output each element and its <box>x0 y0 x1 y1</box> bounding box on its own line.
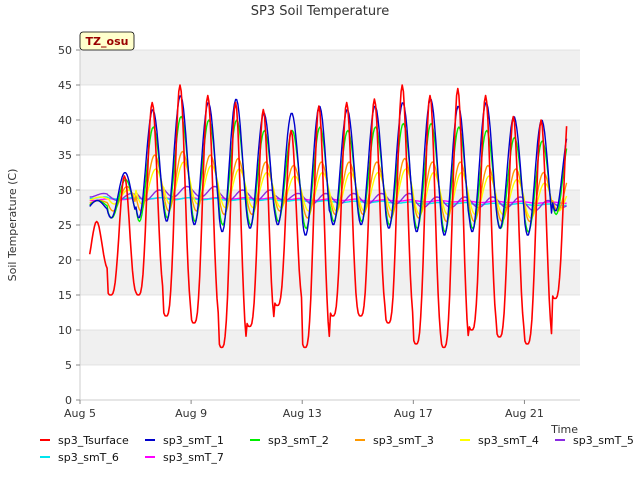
legend-label: sp3_smT_1 <box>163 434 224 447</box>
y-tick-label: 5 <box>65 359 72 372</box>
y-tick-label: 25 <box>58 219 72 232</box>
y-tick-label: 45 <box>58 79 72 92</box>
grid-band <box>80 120 580 155</box>
x-tick-label: Aug 9 <box>175 407 207 420</box>
legend-item: sp3_smT_5 <box>555 434 634 447</box>
annotation-box <box>79 31 135 51</box>
x-tick-label: Aug 21 <box>505 407 544 420</box>
legend-label: sp3_Tsurface <box>58 434 129 447</box>
legend: sp3_Tsurface sp3_smT_1 sp3_smT_2 sp3_smT_3 s… <box>40 434 634 464</box>
legend-item: sp3_smT_3 <box>355 434 434 447</box>
series-line-sp3_Tsurface <box>88 84 568 349</box>
y-tick-label: 0 <box>65 394 72 407</box>
legend-label: sp3_smT_6 <box>58 451 119 464</box>
y-tick-label: 15 <box>58 289 72 302</box>
legend-label: sp3_smT_4 <box>478 434 539 447</box>
y-tick-label: 50 <box>58 44 72 57</box>
x-axis-label: Time <box>550 423 578 436</box>
annotation-label: TZ_osu <box>86 35 129 48</box>
legend-label: sp3_smT_2 <box>268 434 329 447</box>
chart-title: SP3 Soil Temperature <box>251 4 389 19</box>
y-tick-label: 30 <box>58 184 72 197</box>
legend-item: sp3_smT_6 <box>40 451 119 464</box>
x-tick-label: Aug 17 <box>394 407 433 420</box>
y-tick-label: 20 <box>58 254 72 267</box>
legend-item: sp3_Tsurface <box>40 434 129 447</box>
y-axis-label: Soil Temperature (C) <box>6 169 19 282</box>
legend-item: sp3_smT_1 <box>145 434 224 447</box>
legend-label: sp3_smT_5 <box>573 434 634 447</box>
legend-item: sp3_smT_4 <box>460 434 539 447</box>
annotation-badge: TZ_osu <box>79 31 135 51</box>
y-tick-label: 40 <box>58 114 72 127</box>
plot-background <box>79 49 580 401</box>
y-tick-label: 10 <box>58 324 72 337</box>
legend-label: sp3_smT_7 <box>163 451 224 464</box>
y-axis: 0 5 10 15 20 25 30 35 40 45 50 <box>58 44 80 407</box>
y-tick-label: 35 <box>58 149 72 162</box>
grid-band <box>80 50 580 85</box>
x-tick-label: Aug 13 <box>283 407 322 420</box>
legend-label: sp3_smT_3 <box>373 434 434 447</box>
series-layer <box>88 84 568 349</box>
x-tick-label: Aug 5 <box>64 407 96 420</box>
legend-item: sp3_smT_7 <box>145 451 224 464</box>
x-axis: Aug 5 Aug 9 Aug 13 Aug 17 Aug 21 <box>64 400 544 420</box>
legend-item: sp3_smT_2 <box>250 434 329 447</box>
